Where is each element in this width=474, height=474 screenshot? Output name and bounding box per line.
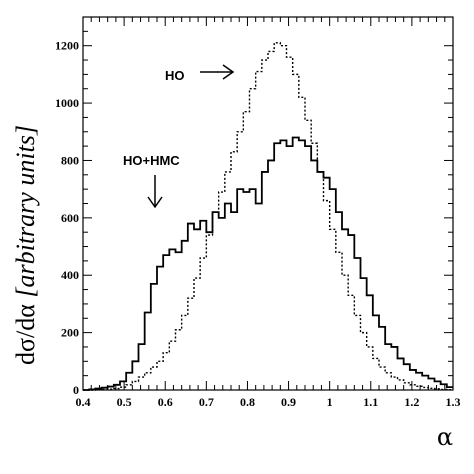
y-tick-label: 400 bbox=[61, 268, 79, 282]
y-axis-label-main: dσ/dα bbox=[11, 298, 40, 365]
x-tick-label: 0.8 bbox=[240, 395, 255, 409]
histogram-series bbox=[83, 42, 453, 391]
annotation-ho-hmc-arrow bbox=[147, 175, 163, 209]
x-ticks: 0.4 0.5 0.6 0.7 0.8 0.9 1 1.1 1.2 1.3 bbox=[76, 17, 461, 409]
annotation-ho-arrow bbox=[200, 64, 235, 80]
y-axis-label-italic: [arbitrary units] bbox=[11, 125, 40, 298]
y-tick-label: 200 bbox=[61, 326, 79, 340]
x-tick-label: 1.1 bbox=[363, 395, 378, 409]
plot-frame bbox=[82, 16, 454, 391]
y-tick-label: 1200 bbox=[55, 39, 79, 53]
y-axis-label: dσ/dα [arbitrary units] bbox=[11, 125, 40, 365]
series-line-ho bbox=[83, 42, 453, 391]
x-tick-label: 0.6 bbox=[158, 395, 173, 409]
annotation-ho-hmc-label: HO+HMC bbox=[123, 153, 180, 168]
x-tick-label: 0.7 bbox=[199, 395, 214, 409]
annotation-ho-label: HO bbox=[165, 68, 185, 83]
x-tick-label: 0.4 bbox=[76, 395, 91, 409]
series-line-ho-hmc bbox=[83, 136, 453, 391]
y-tick-label: 800 bbox=[61, 153, 79, 167]
x-tick-label: 0.5 bbox=[117, 395, 132, 409]
y-tick-label: 1000 bbox=[55, 96, 79, 110]
x-axis-label: α bbox=[437, 423, 453, 451]
y-tick-label: 0 bbox=[73, 383, 79, 397]
x-tick-label: 1.2 bbox=[404, 395, 419, 409]
x-tick-label: 0.9 bbox=[281, 395, 296, 409]
x-tick-label: 1 bbox=[327, 395, 333, 409]
y-ticks: 0 200 400 600 800 1000 1200 bbox=[55, 30, 453, 397]
x-tick-label: 1.3 bbox=[446, 395, 461, 409]
y-tick-label: 600 bbox=[61, 211, 79, 225]
